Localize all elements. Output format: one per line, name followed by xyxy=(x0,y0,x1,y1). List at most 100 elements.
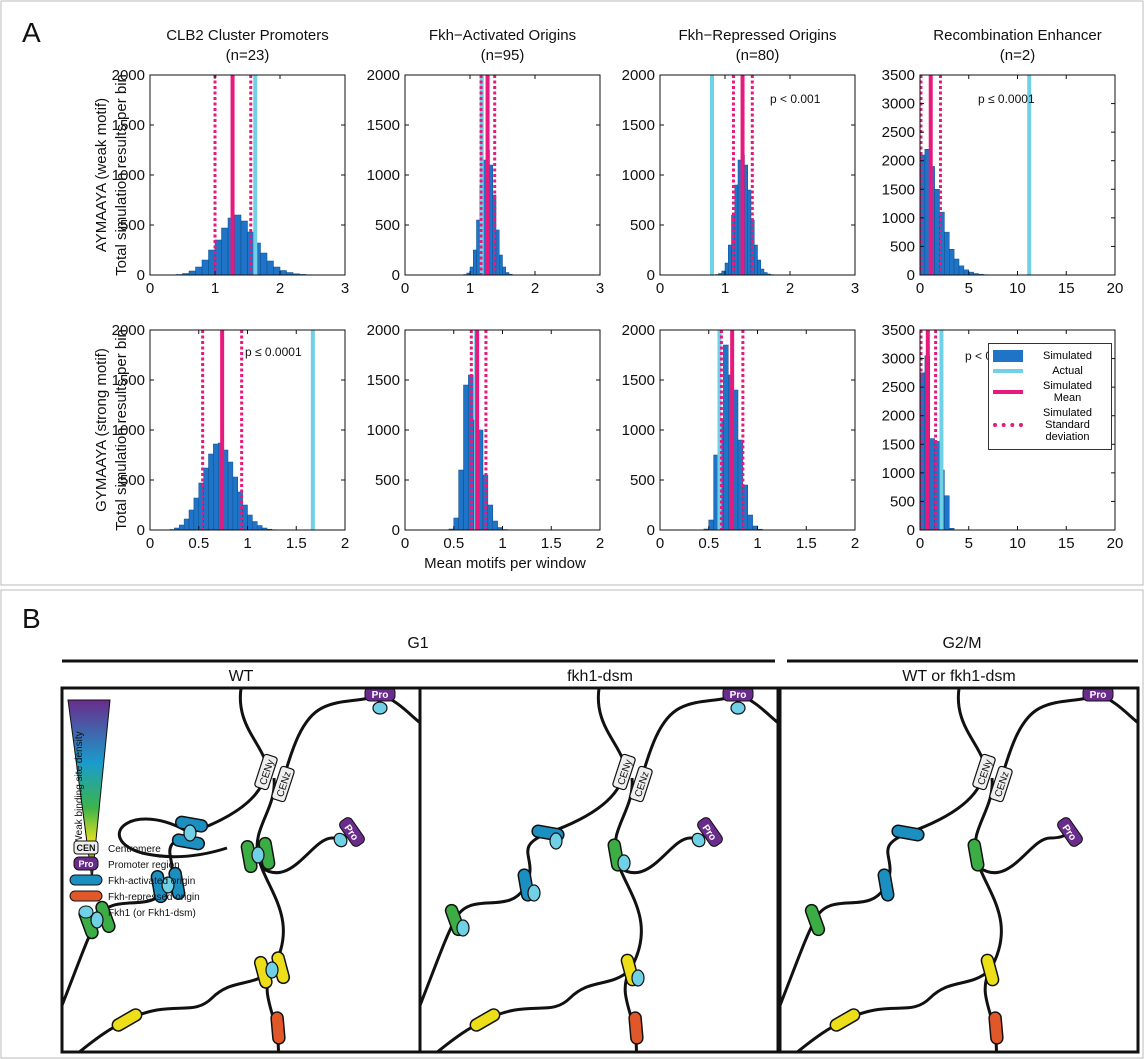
histogram-bar xyxy=(747,189,752,276)
x-axis-label: Mean motifs per window xyxy=(424,555,586,572)
centromere-label: CENz xyxy=(633,770,652,798)
origin xyxy=(628,1011,644,1045)
histogram-bar xyxy=(232,476,238,531)
y-tick-label: 0 xyxy=(137,267,145,284)
x-tick-label: 0.5 xyxy=(698,535,719,552)
chart-subtitle: (n=23) xyxy=(226,47,270,64)
x-tick-label: 15 xyxy=(1058,280,1075,297)
fkh1 xyxy=(456,919,470,937)
y-tick-label: 0 xyxy=(137,522,145,539)
chromosome xyxy=(76,968,274,1052)
axes-box xyxy=(404,74,601,276)
panel-a-frame xyxy=(0,0,1144,586)
histogram-bar xyxy=(929,438,935,531)
histogram-bar xyxy=(752,525,758,531)
origin xyxy=(270,1011,286,1045)
y-tick-label: 2000 xyxy=(882,153,915,170)
y-tick-label: 1000 xyxy=(367,422,400,439)
y-tick-label: 3000 xyxy=(882,351,915,368)
legend-swatch xyxy=(993,350,1023,362)
y-tick-label: 2000 xyxy=(882,408,915,425)
x-tick-label: 0 xyxy=(656,535,664,552)
y-tick-label: 1500 xyxy=(112,372,145,389)
x-tick-label: 2 xyxy=(596,535,604,552)
chromosome xyxy=(434,968,632,1052)
origin xyxy=(829,1008,861,1032)
chart-subtitle: (n=2) xyxy=(1000,47,1035,64)
fkh1 xyxy=(527,884,541,902)
y-tick-label: 1500 xyxy=(882,436,915,453)
x-tick-label: 2 xyxy=(851,535,859,552)
promoter: Pro xyxy=(364,688,396,715)
x-tick-label: 0.5 xyxy=(188,535,209,552)
histogram-bar xyxy=(260,252,268,276)
histogram-bar xyxy=(458,469,464,531)
origin xyxy=(877,868,895,902)
promoter-box xyxy=(1057,817,1083,847)
histogram-bar xyxy=(754,244,758,276)
x-tick-label: 1 xyxy=(498,535,506,552)
x-tick-label: 10 xyxy=(1009,535,1026,552)
legend-label: Fkh-activated origin xyxy=(108,876,195,887)
x-tick-label: 0 xyxy=(401,535,409,552)
y-tick-label: 1500 xyxy=(622,372,655,389)
histogram-bar xyxy=(760,268,765,276)
chromosome xyxy=(780,688,986,1010)
histogram-bar xyxy=(953,258,960,276)
centromere-box xyxy=(989,765,1013,803)
y-tick-label: 500 xyxy=(375,217,400,234)
condition-label: WT or fkh1-dsm xyxy=(902,668,1016,685)
legend-icon-label: CEN xyxy=(76,843,95,853)
origin xyxy=(111,1008,143,1032)
panel-label: A xyxy=(22,17,41,48)
y-tick-label: 1500 xyxy=(112,117,145,134)
histogram-bar xyxy=(213,443,219,531)
phase-label: G1 xyxy=(407,635,428,652)
fkh1 xyxy=(372,701,388,715)
promoter: Pro xyxy=(333,817,365,848)
histogram-bar xyxy=(944,495,950,531)
y-tick-label: 0 xyxy=(907,267,915,284)
legend-label: Promoter region xyxy=(108,860,180,871)
legend-swatch xyxy=(993,423,1023,427)
legend-label: Fkh1 (or Fkh1-dsm) xyxy=(108,908,196,919)
box-frame xyxy=(418,686,780,1054)
legend-label: Simulated Mean xyxy=(1043,380,1092,404)
chromosome xyxy=(420,688,626,1010)
histogram-bar xyxy=(203,467,209,531)
y-tick-label: 1500 xyxy=(882,181,915,198)
y-tick-label: 1000 xyxy=(112,167,145,184)
y-tick-label: 1000 xyxy=(367,167,400,184)
chromosome xyxy=(638,692,778,785)
histogram-bar xyxy=(958,265,965,276)
legend-icon-label: Pro xyxy=(78,859,94,869)
y-tick-label: 0 xyxy=(392,522,400,539)
x-tick-label: 0 xyxy=(146,535,154,552)
centromere-box xyxy=(271,765,295,803)
legend-label: Fkh-repressed origin xyxy=(108,892,200,903)
y-tick-label: 2000 xyxy=(112,67,145,84)
x-tick-label: 2 xyxy=(341,535,349,552)
axes-box xyxy=(404,329,601,531)
density-label: Weak binding site density xyxy=(74,731,85,844)
legend-label: Centromere xyxy=(108,844,161,855)
condition-label: WT xyxy=(229,668,254,685)
annotation: p < 0.001 xyxy=(770,92,821,106)
histogram-bar xyxy=(499,254,503,276)
y-tick-label: 2000 xyxy=(622,322,655,339)
x-tick-label: 2 xyxy=(786,280,794,297)
y-tick-label: 500 xyxy=(630,472,655,489)
origin xyxy=(988,1011,1004,1045)
legend-label: Simulated xyxy=(1043,350,1092,362)
legend-label: Simulated Standard deviation xyxy=(1043,407,1092,443)
histogram-bar xyxy=(240,220,248,276)
histogram-bar xyxy=(747,514,753,531)
x-tick-label: 3 xyxy=(851,280,859,297)
fkh1 xyxy=(265,961,279,979)
legend-icon xyxy=(78,905,94,919)
chart-subtitle: (n=80) xyxy=(736,47,780,64)
histogram-bar xyxy=(279,270,287,276)
x-tick-label: 0.5 xyxy=(443,535,464,552)
